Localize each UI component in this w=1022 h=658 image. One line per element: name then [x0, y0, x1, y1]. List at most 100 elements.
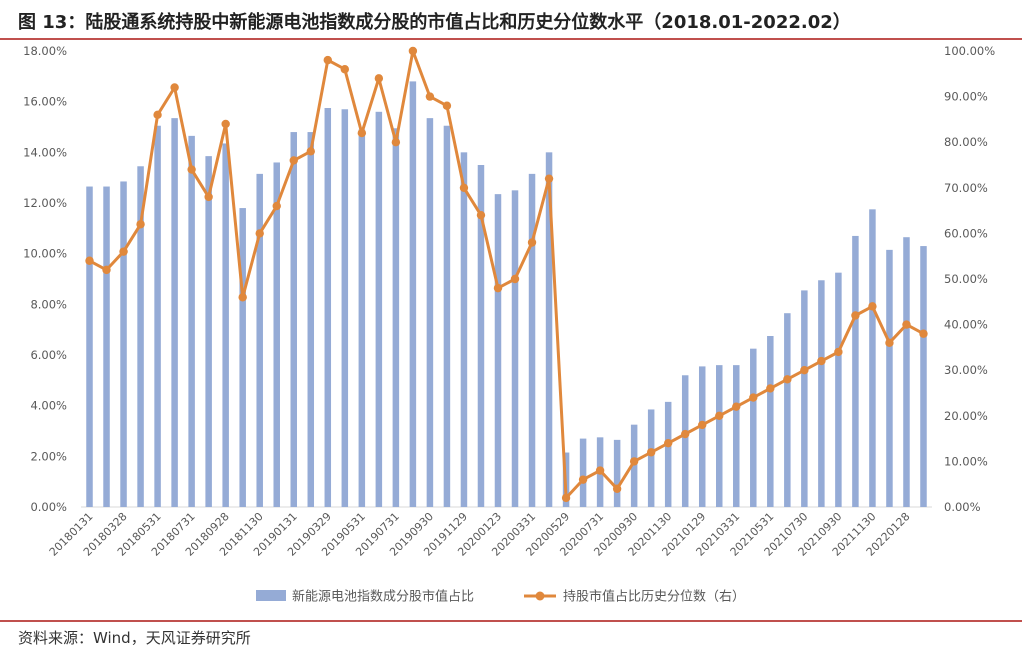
line-point	[340, 65, 350, 74]
line-point	[885, 338, 894, 348]
bar	[426, 118, 434, 507]
bar	[375, 111, 383, 508]
line-path	[88, 49, 925, 500]
bar	[358, 129, 366, 507]
bar	[443, 125, 451, 507]
x-axis: 2018013120180328201805312018073120180928…	[47, 510, 913, 559]
line-point	[170, 83, 179, 92]
bar	[647, 409, 655, 507]
bar	[886, 249, 893, 507]
line-point	[136, 220, 145, 229]
source-rule	[0, 620, 1022, 622]
line-point	[272, 201, 281, 211]
line-point	[527, 238, 537, 247]
line-point	[289, 156, 298, 165]
bar	[784, 313, 791, 507]
bar	[613, 439, 621, 507]
y-tick-label: 0.00%	[30, 500, 67, 514]
bar	[324, 108, 332, 507]
line-point	[476, 210, 486, 220]
y-tick-label: 16.00%	[23, 95, 67, 109]
source-note: 资料来源：Wind，天风证券研究所	[18, 629, 251, 647]
bar	[716, 365, 723, 507]
bar	[460, 152, 468, 507]
y2-tick-label: 0.00%	[944, 500, 981, 514]
line-point	[629, 457, 639, 466]
y2-tick-label: 10.00%	[944, 454, 988, 468]
y-tick-label: 12.00%	[23, 196, 67, 210]
y2-tick-label: 50.00%	[944, 272, 988, 286]
line-point	[238, 293, 247, 302]
bar	[681, 375, 689, 507]
line-series	[85, 46, 928, 503]
bar	[290, 132, 297, 508]
line-point	[817, 356, 826, 366]
bar	[494, 194, 502, 507]
line-point	[612, 484, 622, 493]
bar	[103, 186, 110, 508]
line-point	[306, 147, 315, 156]
y-axis-left: 0.00% 2.00% 4.00% 6.00% 8.00% 10.00% 12.00% 14.…	[23, 44, 67, 514]
line-point	[255, 229, 264, 238]
y-tick-label: 14.00%	[23, 145, 67, 159]
line-point	[561, 493, 571, 503]
y2-tick-label: 60.00%	[944, 226, 988, 240]
y2-tick-label: 90.00%	[944, 90, 988, 104]
line-point	[374, 74, 384, 83]
legend: 新能源电池指数成分股市值占比 持股市值占比历史分位数（右）	[256, 589, 745, 605]
bar	[120, 181, 127, 507]
y2-tick-label: 20.00%	[944, 409, 988, 423]
line-point	[187, 165, 196, 174]
line-point	[204, 192, 213, 202]
line-point	[102, 265, 111, 275]
y-tick-label: 2.00%	[30, 449, 67, 463]
line-point	[119, 247, 128, 256]
y2-tick-label: 100.00%	[944, 44, 995, 58]
bar	[630, 424, 638, 507]
bar	[511, 190, 519, 508]
line-point	[408, 46, 418, 56]
bar	[852, 235, 859, 507]
line-point	[834, 347, 843, 357]
bar	[307, 132, 315, 508]
line-point	[85, 256, 94, 265]
bar	[154, 125, 161, 507]
line-point	[766, 384, 775, 393]
bar	[733, 365, 740, 507]
bar	[392, 128, 400, 507]
line-point	[323, 55, 332, 65]
bar	[341, 109, 349, 508]
bar	[698, 366, 706, 507]
bar-series	[86, 81, 927, 508]
bar	[579, 438, 587, 507]
bar	[545, 152, 553, 507]
line-point	[221, 119, 230, 129]
line-point	[902, 320, 911, 329]
line-point	[510, 274, 520, 284]
y-tick-label: 10.00%	[23, 247, 67, 261]
legend-label-bar: 新能源电池指数成分股市值占比	[292, 589, 474, 605]
line-point	[698, 420, 707, 430]
line-point	[646, 448, 656, 457]
bar	[801, 290, 808, 507]
line-point	[663, 438, 673, 448]
bar	[273, 162, 280, 507]
line-point	[800, 366, 809, 375]
y2-tick-label: 40.00%	[944, 318, 988, 332]
line-point	[783, 375, 792, 384]
bar	[137, 166, 144, 507]
line-point	[425, 92, 435, 101]
bar	[528, 173, 536, 507]
line-point	[357, 128, 367, 138]
bar	[86, 186, 93, 508]
y-tick-label: 18.00%	[23, 44, 67, 58]
bar	[477, 165, 485, 507]
line-point	[391, 138, 401, 147]
line-point	[919, 329, 928, 338]
line-point	[459, 183, 469, 192]
line-point	[153, 110, 162, 120]
legend-label-line: 持股市值占比历史分位数（右）	[563, 589, 745, 605]
bar	[767, 336, 774, 507]
y-tick-label: 4.00%	[30, 399, 67, 413]
chart: 0.00% 2.00% 4.00% 6.00% 8.00% 10.00% 12.00% 14.…	[23, 44, 995, 605]
